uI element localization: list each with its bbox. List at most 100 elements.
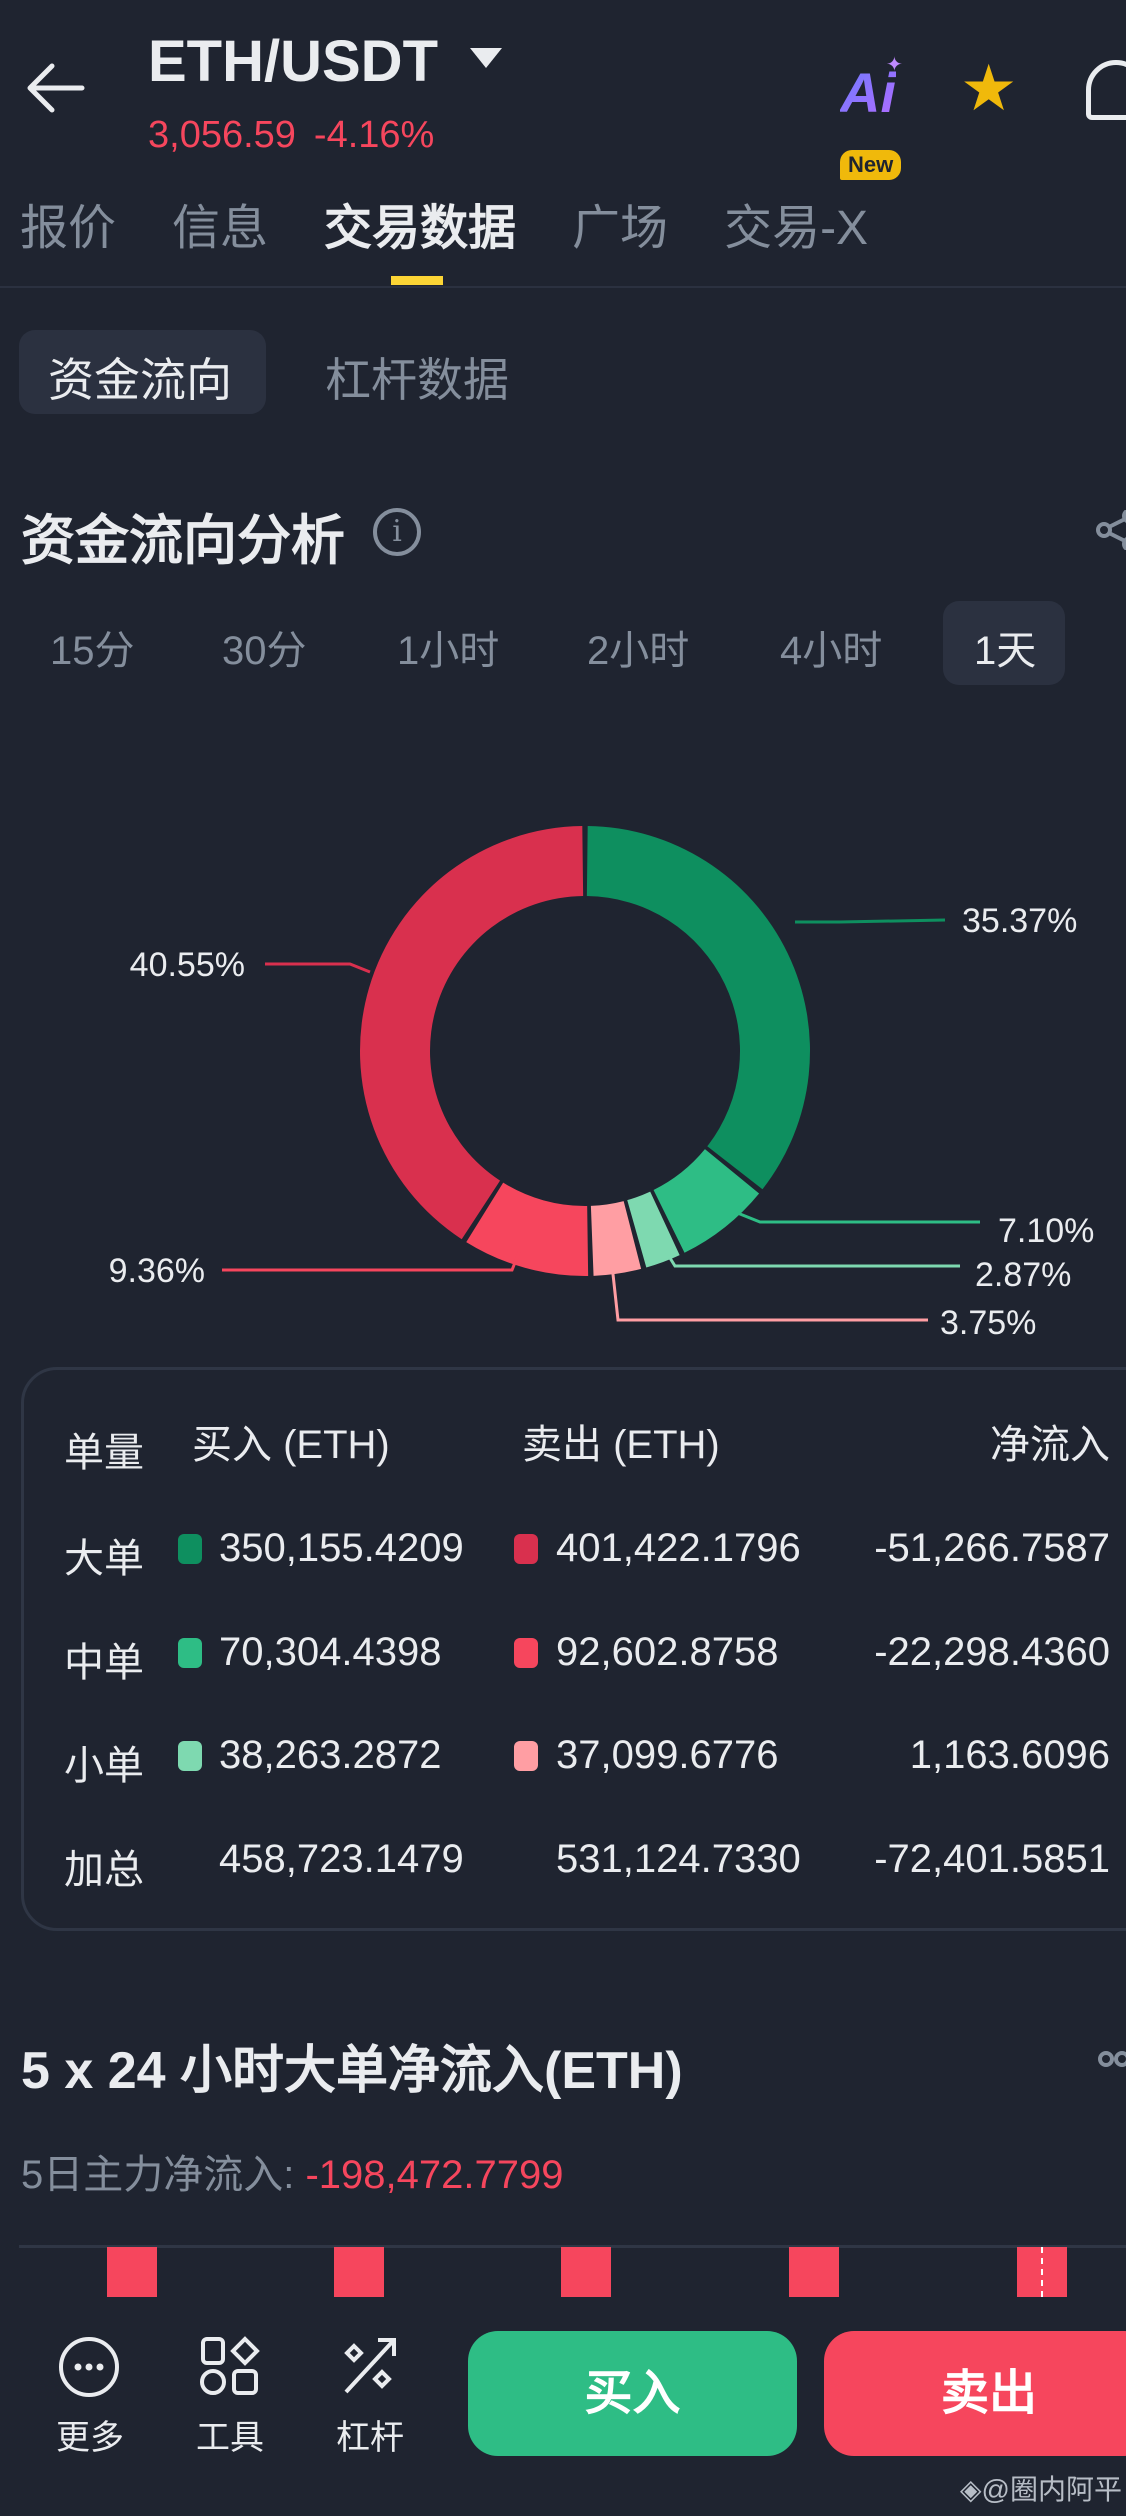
divider xyxy=(0,286,1126,288)
net-flow-bar xyxy=(107,2247,157,2297)
donut-slice xyxy=(586,826,811,1190)
row-label: 中单 xyxy=(64,1641,144,1685)
col-header-net: 净流入 xyxy=(990,1423,1110,1467)
tab-square[interactable]: 广场 xyxy=(572,202,669,255)
period-15m[interactable]: 15分 xyxy=(50,629,135,673)
net-flow-bar xyxy=(1017,2247,1067,2297)
slice-leader-line xyxy=(265,962,371,974)
net-value: -22,298.4360 xyxy=(874,1630,1110,1674)
tools-label[interactable]: 工具 xyxy=(196,2419,264,2457)
fund-flow-donut-chart: 35.37% 7.10% 2.87% 3.75% 9.36% 40.55% xyxy=(109,826,1094,1342)
row-label: 小单 xyxy=(64,1744,144,1788)
buy-value: 458,723.1479 xyxy=(219,1837,464,1881)
crosshair-line xyxy=(1041,2247,1043,2297)
active-tab-indicator xyxy=(391,276,443,285)
ai-icon[interactable]: Ai xyxy=(840,61,896,124)
five-day-summary: 5日主力净流入: -198,472.7799 xyxy=(21,2142,564,2200)
donut-slice xyxy=(653,1149,760,1253)
more-icon[interactable] xyxy=(58,2336,120,2398)
buy-value: 70,304.4398 xyxy=(219,1630,442,1674)
donut-slice xyxy=(590,1201,642,1276)
subtab-fund-flow[interactable]: 资金流向 xyxy=(48,354,232,406)
sell-value: 401,422.1796 xyxy=(556,1526,801,1570)
buy-button[interactable]: 买入 xyxy=(468,2331,797,2456)
slice-label: 40.55% xyxy=(130,946,245,984)
section-title: 资金流向分析 xyxy=(21,511,345,571)
sparkle-icon: ✦ xyxy=(886,54,903,76)
flow-table-card xyxy=(21,1367,1126,1931)
row-label: 大单 xyxy=(64,1537,144,1581)
buy-color-swatch xyxy=(178,1638,202,1668)
pair-title[interactable]: ETH/USDT xyxy=(148,29,438,94)
period-1d[interactable]: 1天 xyxy=(974,629,1037,673)
tab-info[interactable]: 信息 xyxy=(172,202,269,255)
binance-logo-icon: ◈ xyxy=(960,2474,982,2505)
last-price: 3,056.59 xyxy=(148,114,296,156)
caret-down-icon[interactable] xyxy=(470,48,502,68)
row-label: 加总 xyxy=(64,1848,144,1892)
share-icon[interactable] xyxy=(1096,510,1126,550)
net-value: 1,163.6096 xyxy=(909,1733,1110,1777)
col-header-buy: 买入 (ETH) xyxy=(192,1423,390,1467)
slice-leader-line xyxy=(795,918,946,924)
share-icon[interactable] xyxy=(1098,2044,1126,2074)
slice-label: 3.75% xyxy=(940,1304,1036,1342)
large-flow-title: 5 x 24 小时大单净流入(ETH) xyxy=(21,2042,683,2100)
net-flow-bar xyxy=(334,2247,384,2297)
subtab-active-bg xyxy=(19,330,266,414)
period-2h[interactable]: 2小时 xyxy=(587,629,690,673)
price-line: 3,056.59 -4.16% xyxy=(148,114,452,157)
slice-leader-line xyxy=(222,1249,522,1272)
sell-value: 531,124.7330 xyxy=(556,1837,801,1881)
slice-label: 7.10% xyxy=(998,1212,1094,1250)
slice-leader-line xyxy=(663,1249,960,1268)
col-header-size: 单量 xyxy=(64,1431,144,1475)
summary-label: 5日主力净流入: xyxy=(21,2153,295,2197)
new-badge: New xyxy=(840,150,902,180)
col-header-sell: 卖出 (ETH) xyxy=(522,1423,720,1467)
slice-leader-line xyxy=(610,1264,928,1322)
watermark: ◈@圈内阿平 xyxy=(960,2474,1122,2505)
sell-color-swatch xyxy=(514,1741,538,1771)
tab-trading-data[interactable]: 交易数据 xyxy=(324,202,517,255)
slice-label: 9.36% xyxy=(109,1252,205,1290)
net-value: -51,266.7587 xyxy=(874,1526,1110,1570)
slice-label: 35.37% xyxy=(962,902,1077,940)
sell-color-swatch xyxy=(514,1534,538,1564)
sell-value: 37,099.6776 xyxy=(556,1733,779,1777)
sell-button[interactable]: 卖出 xyxy=(824,2331,1126,2456)
buy-value: 350,155.4209 xyxy=(219,1526,464,1570)
back-arrow-icon[interactable] xyxy=(26,62,86,114)
more-label[interactable]: 更多 xyxy=(56,2419,124,2457)
bell-icon[interactable] xyxy=(1086,60,1126,120)
star-icon[interactable]: ★ xyxy=(960,52,1018,124)
tab-quote[interactable]: 报价 xyxy=(20,202,117,255)
leverage-icon[interactable] xyxy=(342,2336,398,2396)
buy-color-swatch xyxy=(178,1741,202,1771)
net-flow-bar xyxy=(789,2247,839,2297)
period-30m[interactable]: 30分 xyxy=(222,629,307,673)
period-1h[interactable]: 1小时 xyxy=(397,629,500,673)
donut-slice xyxy=(627,1191,680,1268)
chart-baseline xyxy=(19,2245,1126,2248)
net-value: -72,401.5851 xyxy=(874,1837,1110,1881)
donut-slice xyxy=(360,826,584,1240)
slice-leader-line xyxy=(734,1210,980,1224)
period-4h[interactable]: 4小时 xyxy=(780,629,883,673)
price-change: -4.16% xyxy=(313,114,435,156)
tools-icon[interactable] xyxy=(200,2336,260,2396)
buy-value: 38,263.2872 xyxy=(219,1733,442,1777)
tab-trade-x[interactable]: 交易-X xyxy=(724,202,869,255)
leverage-label[interactable]: 杠杆 xyxy=(336,2419,404,2457)
summary-value: -198,472.7799 xyxy=(305,2153,564,2197)
sell-value: 92,602.8758 xyxy=(556,1630,779,1674)
sell-color-swatch xyxy=(514,1638,538,1668)
period-active-bg xyxy=(943,601,1065,685)
subtab-margin-data[interactable]: 杠杆数据 xyxy=(325,354,509,406)
info-icon[interactable]: i xyxy=(373,508,421,556)
main-tabs: 报价 信息 交易数据 广场 交易-X xyxy=(20,188,924,258)
donut-slice xyxy=(466,1182,589,1276)
slice-label: 2.87% xyxy=(975,1256,1071,1294)
buy-color-swatch xyxy=(178,1534,202,1564)
net-flow-bar xyxy=(561,2247,611,2297)
